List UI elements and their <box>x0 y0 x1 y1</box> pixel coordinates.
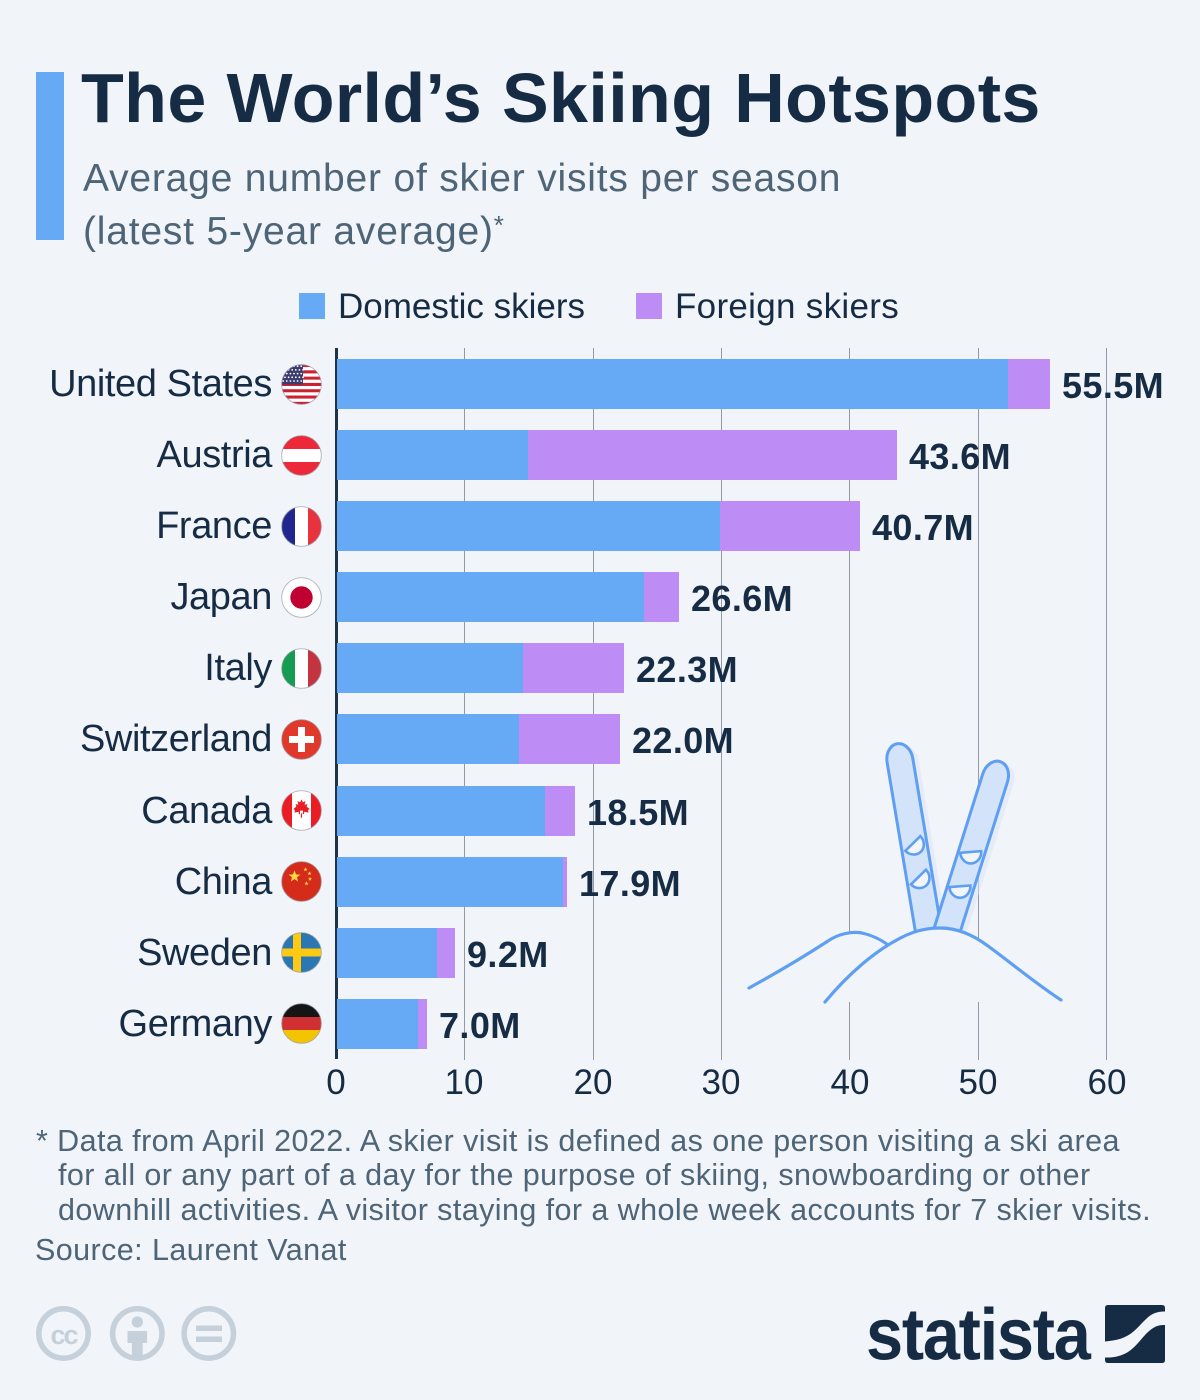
svg-text:cc: cc <box>50 1320 78 1350</box>
